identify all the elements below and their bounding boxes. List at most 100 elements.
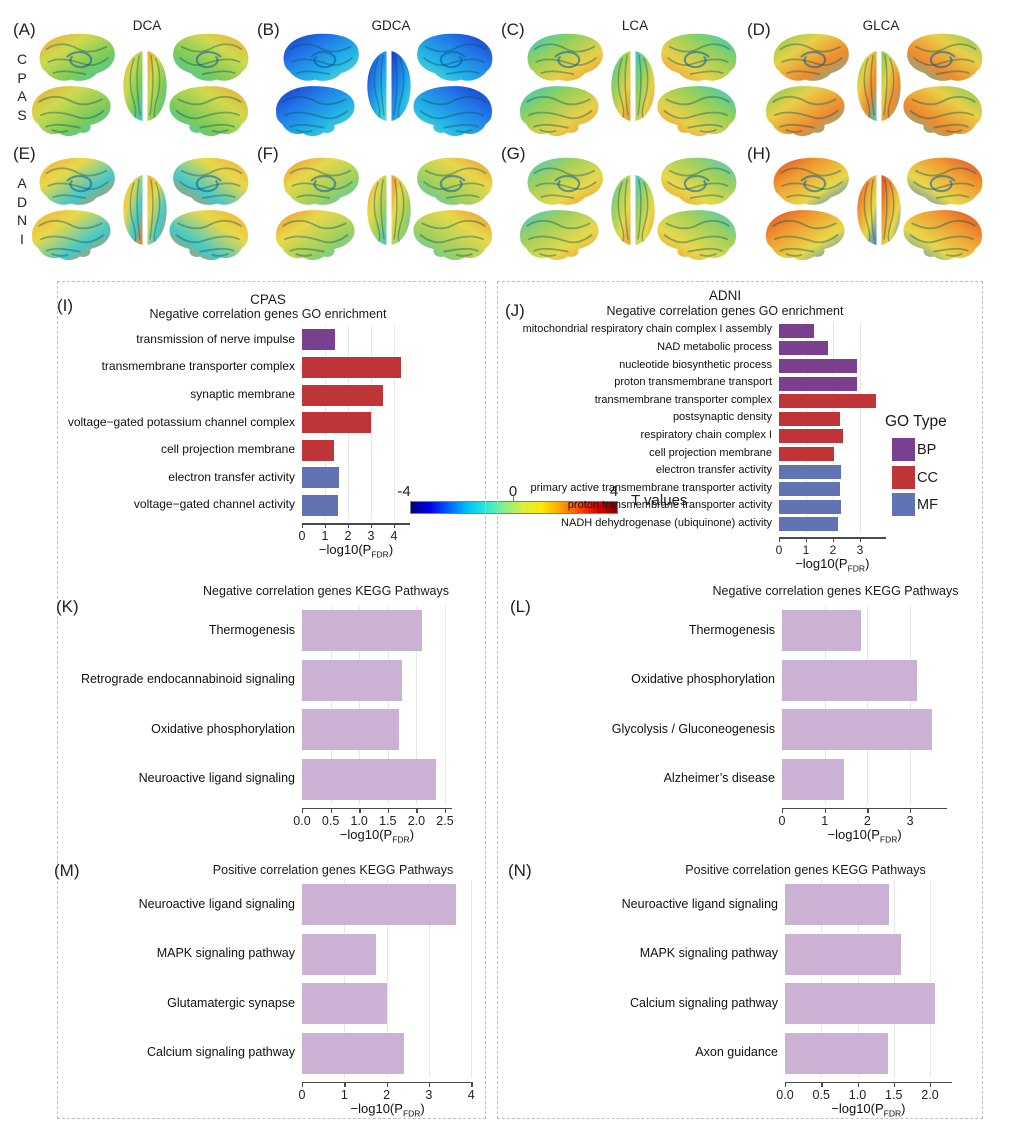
x-tick: [821, 1083, 823, 1087]
brain-lateral-view-left: [514, 82, 602, 140]
bar-l-3: [782, 758, 844, 800]
chart-panel-i: (I) CPAS Negative correlation genes GO enr…: [57, 292, 460, 565]
x-tick: [833, 538, 835, 543]
grid-line: [471, 880, 473, 1078]
category-label: Alzheimer’s disease: [663, 771, 775, 785]
brain-medial-view-left: [768, 30, 852, 86]
legend-label-cc: CC: [917, 469, 938, 486]
grid-line: [893, 880, 895, 1078]
bar-n-0: [785, 884, 889, 926]
chart-title: Negative correlation genes KEGG Pathways: [712, 584, 959, 598]
bar-j-0: [779, 323, 815, 338]
x-tick: [387, 809, 390, 813]
brain-lateral-view-right: [654, 206, 742, 264]
x-tick-label: 1.5: [379, 814, 397, 828]
bar-i-1: [302, 356, 401, 378]
x-tick-label: 2: [344, 529, 352, 544]
chart-title: Positive correlation genes KEGG Pathways: [685, 863, 926, 877]
brain-lateral-view-right: [166, 82, 254, 140]
grid-line: [394, 326, 395, 520]
brain-lateral-view-left: [760, 82, 848, 140]
grid-line: [806, 322, 807, 534]
chart-panel-k: (K) Negative correlation genes KEGG Pathw…: [56, 580, 502, 850]
panel-letter: (H): [747, 144, 771, 163]
chart-dataset-title: CPAS: [250, 292, 286, 307]
brain-panel-h: (H): [746, 142, 991, 266]
category-label: cell projection membrane: [649, 446, 772, 459]
grid-line: [930, 880, 931, 1078]
category-label: mitochondrial respiratory chain complex …: [522, 323, 772, 336]
method-title-gdca: GDCA: [371, 18, 411, 33]
grid-line: [428, 880, 430, 1078]
x-tick-label: 2: [383, 1088, 391, 1102]
x-tick: [344, 1083, 346, 1087]
panel-letter: (E): [13, 144, 36, 163]
brain-panel-a: (A) DCA: [12, 18, 257, 142]
bar-m-3: [302, 1032, 404, 1074]
x-tick-label: 1: [321, 529, 329, 544]
x-tick-label: 1: [802, 543, 810, 558]
x-axis: [302, 808, 452, 810]
x-tick-label: 4: [467, 1088, 475, 1102]
x-tick-label: 3: [906, 814, 914, 828]
x-tick-label: 1.0: [350, 814, 368, 828]
x-tick-label: 1: [821, 814, 829, 828]
grid-line: [387, 606, 389, 804]
bar-i-2: [302, 384, 383, 406]
brain-medial-view-right: [904, 30, 988, 86]
grid-line: [371, 326, 372, 520]
category-label: nucleotide biosynthetic process: [619, 358, 772, 371]
category-label: Calcium signaling pathway: [147, 1045, 295, 1059]
grid-line: [386, 880, 388, 1078]
x-tick: [416, 809, 418, 813]
panel-letter: (K): [56, 597, 79, 616]
brain-panel-d: (D) GLCA: [746, 18, 991, 142]
x-tick-label: 0: [298, 529, 306, 544]
category-label: transmission of nerve impulse: [136, 331, 295, 346]
cpas-charts-box: [57, 281, 486, 1119]
colorbar-max-label: 4: [609, 483, 619, 500]
x-tick: [930, 1083, 932, 1087]
x-tick-label: 3: [425, 1088, 433, 1102]
x-tick: [779, 538, 781, 543]
bar-n-2: [785, 983, 936, 1025]
category-label: synaptic membrane: [190, 387, 295, 401]
bar-k-1: [302, 659, 403, 701]
go-type-legend: GO Type BP CC MF: [883, 406, 993, 526]
brain-lateral-view-left: [270, 82, 358, 140]
x-tick: [359, 809, 361, 813]
panel-letter: (I): [57, 296, 74, 315]
brain-medial-view-right: [414, 154, 498, 210]
x-tick: [371, 524, 373, 529]
legend-swatch-cc: [892, 465, 915, 489]
x-tick: [782, 809, 784, 813]
category-label: Oxidative phosphorylation: [151, 721, 295, 736]
x-tick: [860, 538, 862, 543]
x-tick: [785, 1083, 787, 1087]
x-tick: [386, 1083, 388, 1087]
x-tick: [445, 809, 447, 813]
category-label: transmembrane transporter complex: [101, 359, 295, 374]
panel-letter: (G): [501, 144, 526, 163]
x-axis-label: −log10(PFDR): [831, 1101, 906, 1119]
chart-panel-j: (J) ADNI Negative correlation genes GO enr…: [500, 287, 934, 579]
brain-lateral-view-left: [514, 206, 602, 264]
category-label: NAD metabolic process: [657, 340, 772, 353]
legend-swatch-mf: [892, 493, 915, 516]
x-tick-label: 0: [298, 1088, 306, 1102]
x-axis: [779, 537, 886, 539]
panel-letter: (J): [505, 301, 525, 320]
brain-medial-view-left: [34, 154, 118, 210]
category-label: postsynaptic density: [672, 411, 772, 424]
category-label: primary active transmembrane transporter…: [530, 481, 772, 494]
category-label: voltage−gated channel activity: [133, 497, 295, 512]
chart-title: Negative correlation genes GO enrichment: [606, 304, 844, 318]
brain-medial-view-right: [904, 154, 988, 210]
brain-medial-view-left: [522, 30, 606, 86]
brain-axial-view: [854, 48, 904, 124]
x-tick-label: 0: [778, 814, 786, 828]
x-tick: [867, 809, 869, 813]
bar-j-10: [779, 499, 842, 514]
brain-panel-b: (B) GDCA: [256, 18, 501, 142]
brain-medial-view-left: [278, 30, 362, 86]
